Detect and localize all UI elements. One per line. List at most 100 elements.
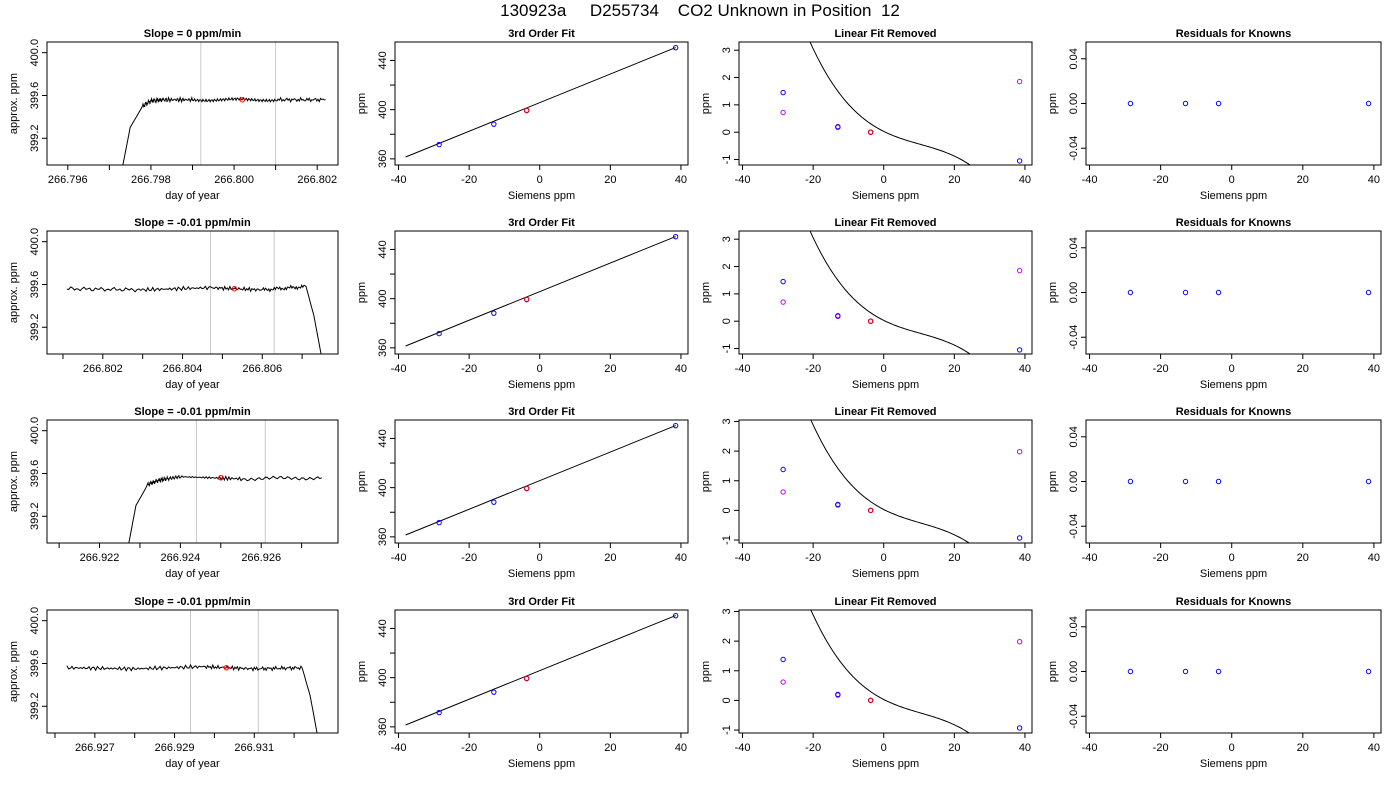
panel-3-3-blue-point-3 [1016, 535, 1023, 541]
panel-4-2-fit-line [405, 615, 676, 726]
panel-3-4-title: Residuals for Knowns [1176, 406, 1292, 418]
panel-1-3-y-axis-label: ppm [700, 93, 712, 114]
panel-3-3-blue-point-0 [780, 466, 786, 473]
panel-1-4-y-tick-label-0: -0.04 [1068, 136, 1080, 161]
panel-1-3-blue-point-3 [1016, 158, 1023, 164]
panel-2-3-blue-point-0 [780, 278, 786, 285]
panel-4-2-blue-point-0 [436, 709, 442, 716]
panel-1-1-x-tick-label-3: 266.802 [297, 174, 337, 186]
panel-1-4-y-tick-label-2: 0.04 [1068, 48, 1080, 69]
panel-2-4-x-axis-label: Siemens ppm [1200, 379, 1267, 391]
panel-1-2-title: 3rd Order Fit [508, 28, 575, 40]
panel-1-3-red-point-0 [867, 129, 874, 135]
panel-4-3-magenta-point-3 [1016, 639, 1023, 645]
panel-1-4-x-tick-label-1: -20 [1153, 174, 1169, 186]
panel-3-1-x-tick-label-1: 266.924 [160, 552, 200, 564]
panel-2-2-y-tick-label-2: 440 [377, 240, 389, 258]
panel-4-4-x-tick-label-3: 20 [1297, 742, 1309, 754]
panel-3-2-x-tick-label-1: -20 [461, 552, 477, 564]
panel-2-2-x-tick-label-3: 20 [604, 363, 616, 375]
panel-4-1-y-tick-label-2: 400.0 [29, 607, 41, 635]
panel-4-3-x-axis-label: Siemens ppm [852, 758, 919, 770]
panel-2-3-y-tick-label-2: 1 [721, 291, 733, 297]
panel-4-1-x-tick-label-0: 266.927 [75, 742, 115, 754]
panel-3-2-y-tick-label-0: 360 [377, 528, 389, 546]
panel-2-1-x-tick-label-0: 266.802 [83, 363, 123, 375]
panel-2-3-y-tick-label-4: 3 [721, 236, 733, 242]
panel-3-4-blue-point-0 [1127, 478, 1134, 485]
panel-3-4-blue-point-1 [1182, 478, 1189, 485]
panel-4-4-blue-point-3 [1365, 668, 1372, 675]
panel-2-2-fit-line [405, 236, 676, 347]
panel-2-1-title: Slope = -0.01 ppm/min [134, 217, 251, 229]
panel-4-1-x-axis-label: day of year [165, 758, 220, 770]
panel-2-2-x-axis-label: Siemens ppm [508, 379, 575, 391]
panel-1-3-plot-frame [738, 41, 1033, 166]
panel-2-4-y-tick-label-0: -0.04 [1068, 325, 1080, 350]
panel-4-2-blue-point-3 [672, 612, 679, 619]
panel-1-2-y-tick-label-1: 400 [377, 100, 389, 118]
panel-1-2-y-tick-label-2: 440 [377, 51, 389, 69]
panel-3-3-title: Linear Fit Removed [834, 406, 936, 418]
panel-2-4-blue-point-2 [1215, 289, 1222, 296]
panel-1-1-y-tick-label-1: 399.6 [29, 82, 41, 110]
panel-1-3-x-tick-label-0: -40 [735, 174, 751, 186]
panel-3-2-x-tick-label-4: 40 [675, 552, 687, 564]
panel-1-2-y-tick-label-0: 360 [377, 150, 389, 168]
panel-1-2-x-tick-label-3: 20 [604, 174, 616, 186]
panel-4-4-blue-point-2 [1215, 668, 1222, 675]
panel-1-2-x-axis-label: Siemens ppm [508, 190, 575, 202]
panel-3-3-y-tick-label-0: -1 [721, 535, 733, 545]
panel-1-3-y-tick-label-2: 1 [721, 102, 733, 108]
panel-1-1-y-axis-label: approx. ppm [8, 73, 20, 134]
panel-1-3-y-tick-label-3: 2 [721, 74, 733, 80]
panel-1-2-x-tick-label-2: 0 [537, 174, 543, 186]
panel-3-2-fit-line [405, 425, 676, 536]
panel-1-1-title: Slope = 0 ppm/min [144, 28, 242, 40]
panel-2-3-x-tick-label-3: 20 [948, 363, 960, 375]
panel-4-3-x-tick-label-1: -20 [805, 742, 821, 754]
panel-4-3-x-tick-label-3: 20 [948, 742, 960, 754]
panel-3-2-y-tick-label-1: 400 [377, 478, 389, 496]
panel-3-1-marker-point [218, 475, 224, 481]
panel-2-1-x-axis-label: day of year [165, 379, 220, 391]
panel-3-4-x-tick-label-0: -40 [1082, 552, 1098, 564]
panel-3-2-blue-point-3 [672, 422, 679, 429]
panel-3-3-x-tick-label-2: 0 [881, 552, 887, 564]
panel-4-2-y-axis-label: ppm [356, 661, 368, 682]
panel-1-3-y-tick-label-1: 0 [721, 129, 733, 135]
panel-3-4-y-tick-label-2: 0.04 [1068, 426, 1080, 447]
panel-2-3-red-point-0 [867, 318, 874, 324]
panel-3-4-x-axis-label: Siemens ppm [1200, 568, 1267, 580]
panel-1-2-blue-point-1 [491, 121, 497, 127]
panel-4-3-blue-point-1 [835, 691, 841, 698]
panel-1-3-blue-point-0 [780, 89, 786, 96]
panel-2-4-y-tick-label-1: 0.00 [1068, 282, 1080, 303]
panel-2-2-blue-point-1 [491, 310, 497, 316]
panel-4-4-y-tick-label-1: 0.00 [1068, 661, 1080, 682]
panel-2-1-y-axis-label: approx. ppm [8, 262, 20, 323]
panel-3-2-x-tick-label-0: -40 [391, 552, 407, 564]
panel-4-3-blue-point-0 [780, 656, 786, 663]
panel-2-2-y-tick-label-0: 360 [377, 339, 389, 357]
panel-1-3-x-tick-label-3: 20 [948, 174, 960, 186]
panel-2-1-y-tick-label-0: 399.2 [29, 313, 41, 341]
panel-3-2-plot-frame [394, 419, 689, 544]
panel-2-2-blue-point-3 [672, 233, 679, 240]
panel-1-4-title: Residuals for Knowns [1176, 28, 1292, 40]
panel-1-1-plot-frame [46, 41, 339, 166]
panel-2-2-red-point-0 [523, 296, 530, 302]
panel-1-1-marker-point [239, 97, 246, 103]
panel-4-3-x-tick-label-2: 0 [881, 742, 887, 754]
panel-2-3-plot-frame [738, 230, 1033, 355]
panel-2-4-x-tick-label-2: 0 [1229, 363, 1235, 375]
panel-1-2-x-tick-label-0: -40 [391, 174, 407, 186]
panel-1-4-x-tick-label-3: 20 [1297, 174, 1309, 186]
panel-4-4-x-axis-label: Siemens ppm [1200, 758, 1267, 770]
panel-2-3-x-tick-label-4: 40 [1019, 363, 1031, 375]
panel-3-3-x-tick-label-3: 20 [948, 552, 960, 564]
panel-2-1-y-tick-label-2: 400.0 [29, 228, 41, 256]
panel-4-4-y-axis-label: ppm [1047, 661, 1059, 682]
panel-3-3-y-tick-label-3: 2 [721, 448, 733, 454]
